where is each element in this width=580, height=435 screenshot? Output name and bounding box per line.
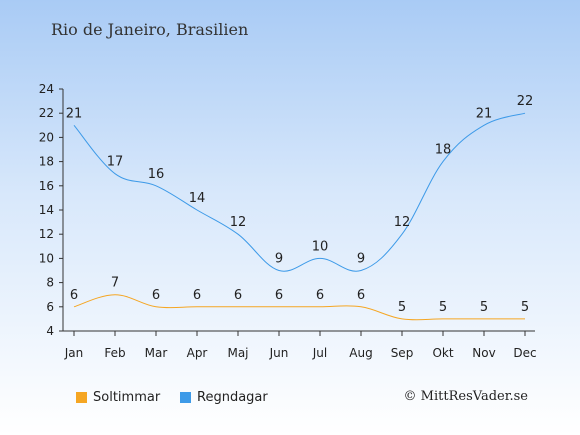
- legend-item-soltimmar: Soltimmar: [76, 390, 160, 405]
- data-label-regndagar: 9: [275, 252, 283, 267]
- data-label-soltimmar: 6: [316, 288, 324, 303]
- x-tick-label: Maj: [227, 346, 248, 360]
- data-label-soltimmar: 6: [234, 288, 242, 303]
- y-tick-label: 18: [39, 155, 54, 169]
- data-labels-soltimmar: 6 7 6 6 6 6 6 6 5 5 5 5: [70, 276, 529, 315]
- legend-swatch-regndagar: [180, 392, 191, 403]
- data-label-soltimmar: 5: [439, 300, 447, 315]
- data-label-regndagar: 10: [312, 239, 329, 254]
- data-label-regndagar: 17: [107, 155, 124, 170]
- y-tick-label: 24: [39, 82, 54, 96]
- series-line-regndagar: [73, 112, 526, 272]
- copyright-notice: © MittResVader.se: [403, 389, 528, 404]
- data-label-soltimmar: 5: [398, 300, 406, 315]
- x-ticks: Jan Feb Mar Apr Maj Jun Jul Aug Sep Okt Nov Dec: [64, 331, 537, 360]
- x-tick-label: Okt: [432, 346, 453, 360]
- series-line-soltimmar: [73, 294, 525, 321]
- legend-label-regndagar: Regndagar: [197, 390, 268, 405]
- data-label-regndagar: 12: [394, 215, 411, 230]
- x-tick-label: Jun: [269, 346, 289, 360]
- data-label-soltimmar: 7: [111, 276, 119, 291]
- y-tick-label: 22: [39, 106, 54, 120]
- data-label-regndagar: 21: [66, 106, 83, 121]
- y-tick-label: 16: [39, 179, 54, 193]
- x-tick-label: Dec: [513, 346, 536, 360]
- y-tick-label: 12: [39, 227, 54, 241]
- data-label-soltimmar: 6: [193, 288, 201, 303]
- data-label-regndagar: 12: [230, 215, 247, 230]
- legend-item-regndagar: Regndagar: [180, 390, 268, 405]
- data-label-soltimmar: 6: [357, 288, 365, 303]
- legend-swatch-soltimmar: [76, 392, 87, 403]
- data-label-soltimmar: 6: [275, 288, 283, 303]
- data-label-regndagar: 18: [435, 143, 452, 158]
- y-tick-label: 10: [39, 251, 54, 265]
- data-label-regndagar: 22: [517, 94, 534, 109]
- data-label-regndagar: 21: [476, 106, 493, 121]
- y-tick-label: 20: [39, 130, 54, 144]
- data-label-regndagar: 14: [189, 191, 206, 206]
- x-tick-label: Mar: [145, 346, 168, 360]
- x-tick-label: Apr: [187, 346, 208, 360]
- legend-label-soltimmar: Soltimmar: [93, 390, 161, 405]
- data-label-soltimmar: 5: [480, 300, 488, 315]
- y-tick-label: 8: [46, 276, 54, 290]
- x-tick-label: Nov: [472, 346, 495, 360]
- y-ticks: 4 6 8 10 12 14 16 18 20 22 24: [39, 82, 63, 338]
- data-label-regndagar: 9: [357, 252, 365, 267]
- data-labels-regndagar: 21 17 16 14 12 9 10 9 12 18 21 22: [66, 94, 534, 266]
- x-tick-label: Feb: [104, 346, 125, 360]
- x-tick-label: Jul: [312, 346, 327, 360]
- chart-title: Rio de Janeiro, Brasilien: [51, 20, 249, 39]
- y-tick-label: 4: [46, 324, 54, 338]
- data-label-regndagar: 16: [148, 167, 165, 182]
- x-tick-label: Sep: [391, 346, 414, 360]
- data-label-soltimmar: 6: [152, 288, 160, 303]
- data-label-soltimmar: 5: [521, 300, 529, 315]
- data-label-soltimmar: 6: [70, 288, 78, 303]
- y-tick-label: 6: [46, 300, 54, 314]
- x-tick-label: Jan: [64, 346, 84, 360]
- x-tick-label: Aug: [349, 346, 372, 360]
- y-tick-label: 14: [39, 203, 54, 217]
